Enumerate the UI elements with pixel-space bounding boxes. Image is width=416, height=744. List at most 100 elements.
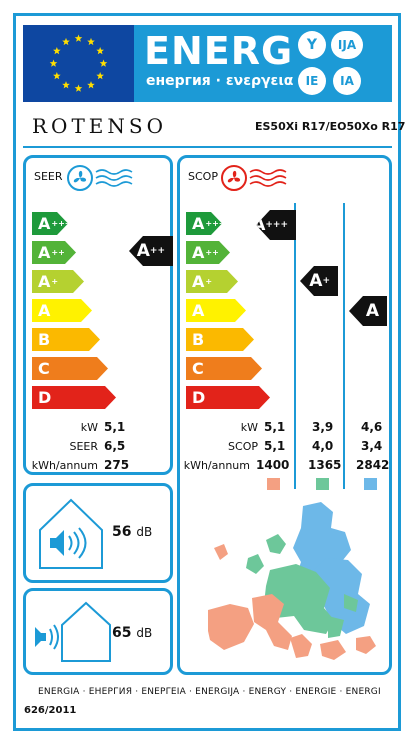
scale-letter: A [38,301,51,320]
header-divider [23,146,392,148]
scop-scale-bar: A + [186,270,238,293]
regulation-number: 626/2011 [24,705,77,716]
scop-cold-scop: 3,4 [361,439,383,453]
seer-scale-bar: A ++ [32,241,76,264]
scop-scale-bar: B [186,328,254,351]
energy-title: ENERG [144,29,294,73]
seer-panel: SEER A +++ A ++ A + A B C D A ++ kW 5,1 SEER 6,5 k… [23,155,173,475]
seer-seer-value: 6,5 [104,439,126,453]
outdoor-house-icon [35,601,111,662]
eu-star-icon [62,37,70,46]
seer-scale-bar: A + [32,270,84,293]
seer-seer-label: SEER [69,440,98,453]
seer-rating-badge: A ++ [129,236,173,266]
seer-annual-value: 275 [104,458,130,472]
lang-code-ija: IJA [331,31,363,59]
eu-star-icon [74,34,83,42]
scale-plus: ++ [51,248,65,257]
scop-scale-bar: A ++ [186,241,230,264]
cold-zone-swatch [364,478,377,490]
scale-letter: A [192,301,205,320]
scop-cold-annual: 2842 [356,458,390,472]
indoor-noise-panel: 56 dB [23,483,173,583]
scale-plus: +++ [205,219,226,228]
scop-cold-kw: 4,6 [361,420,383,434]
scale-letter: A [192,243,205,262]
eu-star-icon [62,81,70,89]
scop-average-annual: 1365 [308,458,342,472]
label-frame [13,13,401,731]
scop-rating-average: A + [300,266,338,296]
scale-letter: A [192,214,205,233]
energy-subtitle: енергия · ενεργεια [146,73,294,89]
scop-average-kw: 3,9 [312,420,334,434]
seer-scale-bar: A +++ [32,212,68,235]
scop-rating-warm-plus: +++ [265,220,288,230]
seer-kw-label: kW [80,421,98,434]
scale-letter: B [38,330,51,349]
scale-letter: D [192,388,206,407]
lang-code-y: Y [298,31,326,59]
europe-map-icon [208,502,376,660]
scale-letter: C [38,359,50,378]
heating-fan-icon [221,165,287,191]
seer-scale-bar: D [32,386,116,409]
scale-letter: C [192,359,204,378]
footer-languages: ENERGIA · ЕНЕРГИЯ · ΕΝΕΡΓΕΙΑ · ENERGIJA … [38,687,381,697]
eu-star-icon [87,81,95,89]
seer-rating-letter: A [136,241,150,261]
scale-letter: A [38,243,51,262]
speaker-icon [35,624,59,650]
scop-rating-average-letter: A [309,271,323,291]
warm-zone-swatch [267,478,280,490]
scop-panel: SCOP A +++ A ++ A + A B C D A +++ A + A kW SCOP kWh… [177,155,392,675]
eu-star-icon [53,47,61,55]
scop-rating-warm-letter: A [252,215,266,235]
scop-divider-1 [294,203,296,489]
eu-star-icon [53,72,61,80]
outdoor-noise-panel: 65 dB [23,588,173,675]
seer-annual-label: kWh/annum [31,459,98,472]
scop-rating-average-plus: + [322,276,330,286]
scale-letter: A [192,272,205,291]
energy-title-box: ENERG енергия · ενεργεια Y IJA IE IA [134,25,392,102]
scale-letter: B [192,330,205,349]
eu-star-icon [74,84,83,92]
scop-scop-label: SCOP [228,440,258,453]
scop-rating-warm: A +++ [256,210,296,240]
seer-kw-value: 5,1 [104,420,126,434]
seer-scale-bar: C [32,357,108,380]
scop-divider-2 [343,203,345,489]
eu-star-icon [49,59,58,67]
scop-warm-annual: 1400 [256,458,290,472]
outdoor-noise-unit: dB [136,626,153,640]
scale-letter: A [38,214,51,233]
scop-rating-cold: A [349,296,387,326]
scale-plus: ++ [205,248,219,257]
eu-star-icon [96,72,104,80]
indoor-noise-level: 56 dB [112,524,152,540]
scale-plus: +++ [51,219,72,228]
indoor-noise-unit: dB [136,525,153,539]
model-identifier: ES50Xi R17/EO50Xo R17 [255,120,406,133]
scop-average-scop: 4,0 [312,439,334,453]
average-zone-swatch [316,478,329,490]
seer-scale-bar: A [32,299,92,322]
scop-scale-bar: C [186,357,262,380]
scop-scale-bar: D [186,386,270,409]
fan-icon [67,165,133,191]
indoor-noise-value: 56 [112,524,132,540]
scop-kw-label: kW [240,421,258,434]
indoor-house-icon [39,498,103,569]
outdoor-noise-level: 65 dB [112,625,152,641]
outdoor-noise-value: 65 [112,625,132,641]
lang-code-ia: IA [333,67,361,95]
eu-star-icon [99,59,108,67]
eu-star-icon [87,37,95,46]
scop-scale-bar: A [186,299,246,322]
scop-scale-bar: A +++ [186,212,222,235]
eu-star-icon [96,47,104,55]
scale-plus: + [205,277,213,286]
lang-code-ie: IE [298,67,326,95]
scop-warm-kw: 5,1 [264,420,286,434]
